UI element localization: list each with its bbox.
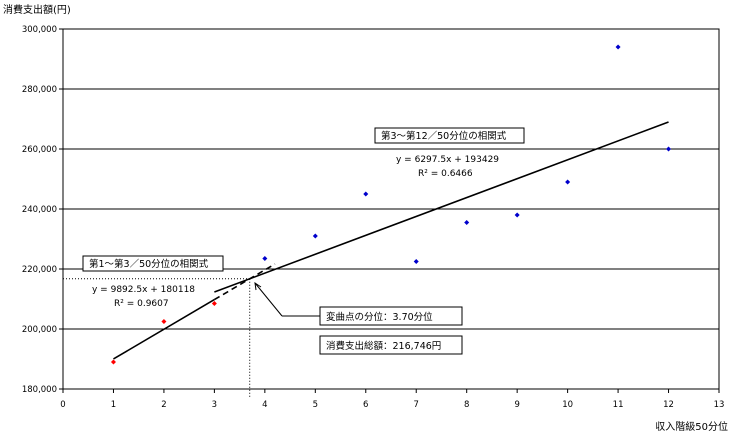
data-point <box>514 212 520 218</box>
inflection-point-label: 変曲点の分位：3.70分位 <box>326 311 433 323</box>
inflection-amount-label: 消費支出総額：216,746円 <box>326 340 441 352</box>
data-point <box>615 44 621 50</box>
y-tick-label: 200,000 <box>22 325 57 335</box>
data-points <box>110 44 672 365</box>
x-tick-label: 6 <box>363 400 368 410</box>
y-tick-label: 280,000 <box>22 85 57 95</box>
data-point <box>464 220 470 225</box>
fit-line-2 <box>214 121 669 293</box>
x-tick-label: 4 <box>262 400 267 410</box>
fit1-label: 第1～第3／50分位の相関式 <box>89 258 209 270</box>
y-tick-label: 180,000 <box>22 385 57 395</box>
inflection-point-box <box>319 306 463 326</box>
data-point <box>312 233 318 239</box>
data-point <box>413 259 419 264</box>
y-axis-ticks: 180,000 200,000 220,000 240,000 260,000 280,0… <box>22 25 63 395</box>
data-point <box>666 146 672 152</box>
fit2-label-box <box>374 127 525 144</box>
x-tick-label: 9 <box>514 400 519 410</box>
x-tick-label: 1 <box>111 400 116 410</box>
y-tick-label: 260,000 <box>22 145 57 155</box>
x-axis-ticks: 0 1 2 3 4 5 6 7 8 9 10 11 12 13 <box>60 389 724 410</box>
x-tick-label: 8 <box>464 400 469 410</box>
x-tick-label: 13 <box>714 400 725 410</box>
x-tick-label: 10 <box>562 400 573 410</box>
y-axis-label: 消費支出額(円) <box>3 3 71 16</box>
x-tick-label: 2 <box>161 400 166 410</box>
x-tick-label: 12 <box>663 400 674 410</box>
fit-line-1-extension <box>213 263 276 301</box>
x-tick-label: 3 <box>212 400 217 410</box>
x-axis-label: 収入階級50分位 <box>655 420 728 433</box>
data-point <box>211 301 217 306</box>
x-tick-label: 0 <box>60 400 65 410</box>
inflection-callout-arrow <box>254 282 283 317</box>
fit2-r2: R² = 0.6466 <box>418 169 473 179</box>
x-tick-label: 11 <box>613 400 624 410</box>
data-point <box>161 319 167 324</box>
arrow-head <box>254 281 262 291</box>
data-point <box>262 256 268 261</box>
fit1-equation: y = 9892.5x + 180118 <box>92 285 195 295</box>
fit2-equation: y = 6297.5x + 193429 <box>396 155 499 165</box>
fit1-r2: R² = 0.9607 <box>114 299 169 309</box>
y-tick-label: 300,000 <box>22 25 57 35</box>
fit1-label-box <box>82 255 224 272</box>
y-tick-label: 240,000 <box>22 205 57 215</box>
inflection-guides <box>63 278 251 397</box>
y-tick-label: 220,000 <box>22 265 57 275</box>
x-tick-label: 5 <box>313 400 318 410</box>
data-point <box>363 191 369 197</box>
x-tick-label: 7 <box>414 400 419 410</box>
fit-line-1 <box>113 298 215 360</box>
data-point <box>565 179 571 185</box>
fit2-label: 第3～第12／50分位の相関式 <box>381 130 507 142</box>
data-point <box>110 359 116 365</box>
fit-lines <box>113 121 669 360</box>
inflection-amount-box <box>319 335 463 355</box>
